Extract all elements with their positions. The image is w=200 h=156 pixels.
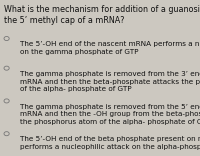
Text: The 5’-OH end of the nascent mRNA performs a nucleophilic attack
on the gamma ph: The 5’-OH end of the nascent mRNA perfor… [20, 41, 200, 55]
Text: The gamma phosphate is removed from the 5’ end of the nascent
mRNA and then the : The gamma phosphate is removed from the … [20, 104, 200, 125]
Text: The 5’-OH end of the beta phosphate present on nascent mRNA
performs a nucleophi: The 5’-OH end of the beta phosphate pres… [20, 136, 200, 150]
Text: What is the mechanism for addition of a guanosine to create
the 5’ methyl cap of: What is the mechanism for addition of a … [4, 5, 200, 25]
Text: The gamma phosphate is removed from the 3’ end of the nascent
mRNA and then the : The gamma phosphate is removed from the … [20, 71, 200, 93]
